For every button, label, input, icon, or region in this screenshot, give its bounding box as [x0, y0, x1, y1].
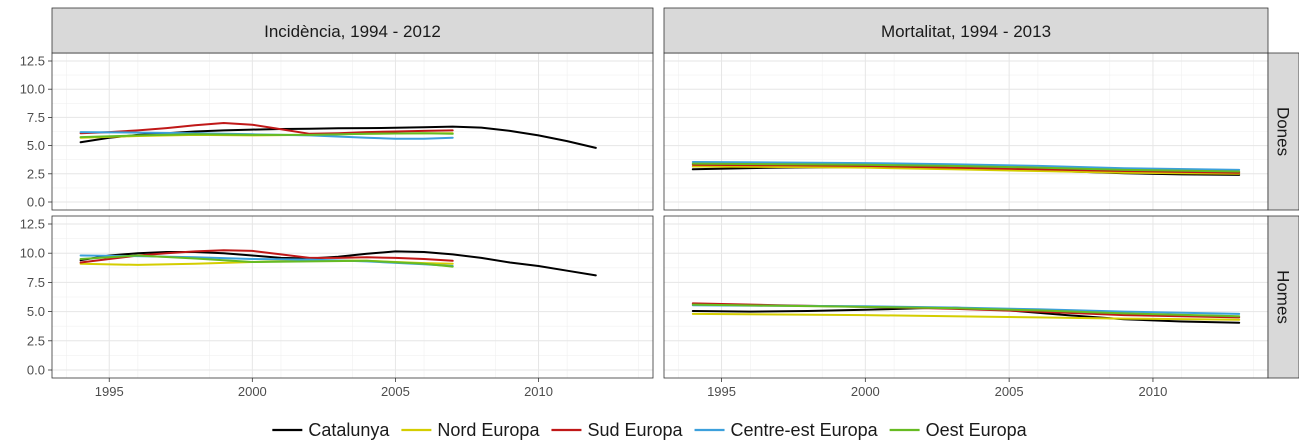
panel-incidencia-homes [51, 215, 654, 379]
series-line-centre-est-europa [691, 161, 1241, 171]
strip-right-homes: Homes [1267, 215, 1299, 379]
strip-label-dones: Dones [1274, 107, 1293, 156]
x-tick-label: 1995 [95, 384, 124, 399]
panel-mortalitat-homes [663, 215, 1269, 379]
strip-top-incidencia: Incidència, 1994 - 2012 [51, 7, 654, 54]
x-tick-label: 2000 [238, 384, 267, 399]
series-line-catalunya [79, 250, 597, 277]
axes-layer: 0.0 2.5 5.0 7.5 10.0 12.5 0.0 2.5 5.0 7.5 10.0 12.5… [20, 54, 1168, 400]
strip-label-incidencia: Incidència, 1994 - 2012 [264, 22, 441, 41]
y-tick-label: 2.5 [27, 166, 45, 181]
y-tick-label: 10.0 [20, 82, 45, 97]
panel-incidencia-dones [51, 52, 654, 211]
series-line-nord-europa [691, 165, 1241, 175]
legend-label-nord-europa: Nord Europa [437, 420, 540, 440]
x-tick-label: 2010 [1138, 384, 1167, 399]
x-tick-label: 2000 [851, 384, 880, 399]
series-line-oest-europa [79, 254, 454, 268]
y-tick-label: 5.0 [27, 138, 45, 153]
series-line-oest-europa [691, 162, 1241, 173]
series-line-oest-europa [691, 303, 1241, 318]
strips-layer: Incidència, 1994 - 2012 Mortalitat, 1994… [51, 7, 1299, 379]
y-tick-label: 0.0 [27, 363, 45, 378]
legend-label-oest-europa: Oest Europa [926, 420, 1028, 440]
y-tick-label: 7.5 [27, 275, 45, 290]
panels-layer [51, 52, 1269, 379]
series-line-sud-europa [79, 122, 454, 135]
strip-top-mortalitat: Mortalitat, 1994 - 2013 [663, 7, 1269, 54]
y-tick-label: 10.0 [20, 246, 45, 261]
strip-label-homes: Homes [1274, 270, 1293, 324]
series-line-nord-europa [691, 312, 1241, 321]
series-line-sud-europa [691, 163, 1241, 174]
strip-right-dones: Dones [1267, 52, 1299, 211]
x-tick-label: 1995 [707, 384, 736, 399]
y-tick-label: 0.0 [27, 195, 45, 210]
y-tick-label: 2.5 [27, 333, 45, 348]
legend: Catalunya Nord Europa Sud Europa Centre-est… [272, 420, 1028, 440]
x-tick-label: 2010 [524, 384, 553, 399]
legend-label-centre-est-europa: Centre-est Europa [731, 420, 879, 440]
y-tick-label: 7.5 [27, 110, 45, 125]
y-tick-label: 5.0 [27, 304, 45, 319]
x-tick-label: 2005 [381, 384, 410, 399]
panel-border [51, 215, 654, 379]
y-tick-label: 12.5 [20, 217, 45, 232]
strip-label-mortalitat: Mortalitat, 1994 - 2013 [881, 22, 1051, 41]
legend-label-sud-europa: Sud Europa [587, 420, 683, 440]
series-line-oest-europa [79, 132, 454, 139]
legend-label-catalunya: Catalunya [308, 420, 390, 440]
y-tick-label: 12.5 [20, 54, 45, 69]
panel-mortalitat-dones [663, 52, 1269, 211]
x-tick-label: 2005 [995, 384, 1024, 399]
